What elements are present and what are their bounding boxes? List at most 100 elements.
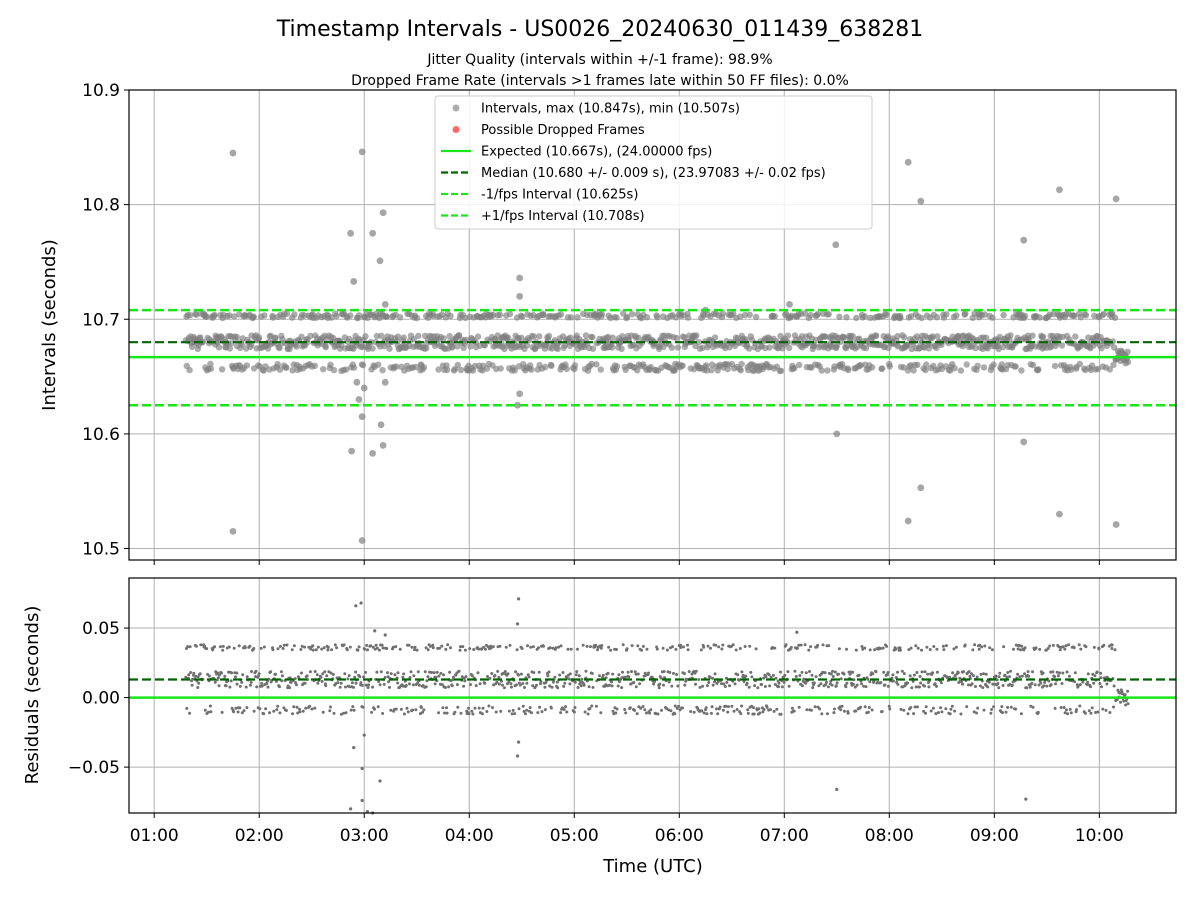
- residual-point: [501, 683, 504, 687]
- residual-point: [774, 676, 778, 680]
- residual-point: [941, 644, 945, 648]
- residual-point: [224, 684, 228, 688]
- residual-point: [997, 675, 1001, 679]
- residual-point: [894, 676, 898, 679]
- residual-point: [207, 674, 211, 678]
- residual-point: [879, 647, 883, 650]
- residual-point: [812, 681, 816, 685]
- residual-point: [1010, 683, 1014, 687]
- interval-point: [983, 334, 990, 341]
- residual-point: [982, 672, 985, 676]
- interval-point: [497, 365, 504, 372]
- residual-point: [1112, 684, 1116, 688]
- residual-point: [478, 682, 482, 686]
- residual-point: [1124, 703, 1128, 707]
- residual-point: [630, 644, 634, 648]
- residual-point: [531, 684, 535, 688]
- residual-point: [339, 681, 343, 685]
- residual-point: [1063, 711, 1067, 715]
- residual-point: [709, 711, 713, 715]
- residual-point: [443, 686, 447, 689]
- residual-point: [526, 673, 530, 677]
- residual-point: [241, 673, 245, 677]
- residual-point: [868, 680, 872, 684]
- residual-point: [698, 685, 702, 689]
- residual-point: [484, 647, 487, 651]
- interval-point: [454, 343, 461, 350]
- residual-point: [279, 670, 283, 674]
- legend-marker: [452, 126, 460, 133]
- residual-point: [1084, 645, 1088, 649]
- residual-point: [720, 682, 723, 686]
- residual-point: [800, 670, 804, 674]
- residual-point: [773, 646, 777, 650]
- residual-point: [383, 675, 387, 679]
- interval-outlier-point: [353, 378, 361, 386]
- residual-point: [839, 677, 843, 681]
- interval-point: [1068, 366, 1075, 373]
- x-tick-label: 01:00: [130, 826, 179, 846]
- residual-point: [418, 712, 422, 716]
- residual-point: [486, 675, 489, 678]
- residual-point: [772, 709, 776, 713]
- interval-point: [283, 310, 291, 317]
- residual-point: [640, 648, 643, 652]
- axes-frame: [128, 577, 1177, 814]
- interval-point: [1029, 332, 1036, 339]
- residual-point: [211, 648, 215, 652]
- residual-point: [549, 706, 553, 710]
- interval-point: [304, 339, 311, 346]
- residual-point: [485, 710, 489, 713]
- residual-point: [577, 674, 581, 678]
- residual-point: [827, 644, 831, 648]
- residual-point: [437, 674, 441, 678]
- residual-point: [415, 648, 419, 652]
- interval-point: [447, 312, 454, 320]
- residual-point: [523, 712, 527, 716]
- residual-point: [606, 671, 610, 675]
- residual-point: [313, 706, 317, 710]
- interval-point: [347, 312, 354, 319]
- residual-point: [636, 672, 640, 676]
- residual-point: [804, 681, 808, 685]
- residual-point: [362, 675, 366, 679]
- residual-point: [513, 712, 517, 716]
- residual-point: [1055, 670, 1059, 674]
- interval-point: [1000, 311, 1007, 319]
- residual-point: [1034, 646, 1038, 650]
- interval-point: [554, 345, 561, 353]
- interval-outlier-point: [376, 257, 384, 265]
- residual-point: [557, 645, 561, 649]
- residual-point: [586, 712, 590, 716]
- residual-point: [308, 670, 312, 674]
- residual-point: [493, 674, 497, 677]
- residual-point: [469, 683, 472, 687]
- residual-point: [634, 672, 638, 676]
- residual-point: [568, 672, 572, 676]
- residual-point: [358, 675, 362, 679]
- residual-point: [987, 680, 991, 684]
- residual-point: [779, 712, 783, 716]
- interval-point: [218, 366, 226, 373]
- residual-point: [716, 712, 720, 716]
- interval-point: [593, 361, 600, 368]
- residual-point: [1068, 707, 1072, 711]
- residual-point: [976, 706, 980, 710]
- residual-point: [833, 707, 836, 711]
- residual-point: [459, 645, 462, 649]
- residual-point: [988, 646, 992, 650]
- residual-point: [953, 709, 957, 713]
- residual-point: [816, 643, 820, 647]
- residual-outlier-point: [517, 740, 521, 744]
- residual-point: [1126, 689, 1130, 693]
- residual-point: [587, 685, 591, 689]
- residual-point: [527, 675, 531, 679]
- residual-point: [1062, 706, 1066, 709]
- residual-point: [1048, 644, 1052, 648]
- residual-point: [426, 675, 430, 679]
- residual-point: [662, 670, 666, 673]
- interval-point: [311, 362, 318, 369]
- interval-point: [807, 311, 814, 319]
- residual-point: [248, 683, 252, 687]
- residual-point: [316, 681, 320, 685]
